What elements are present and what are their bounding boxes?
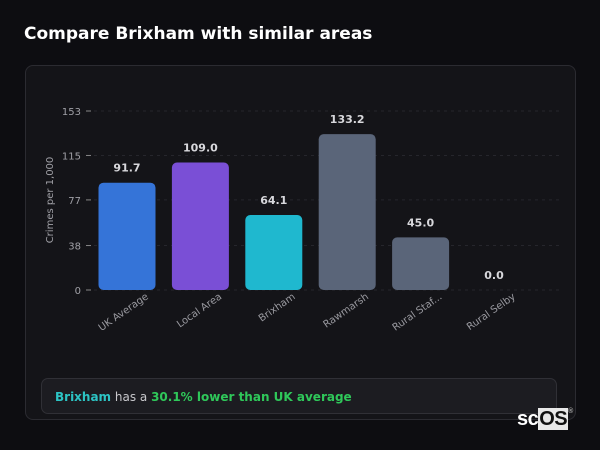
bar-brixham bbox=[245, 215, 303, 290]
y-axis-label: Crimes per 1,000 bbox=[45, 157, 56, 244]
bar-uk-average bbox=[98, 182, 156, 290]
data-label: 109.0 bbox=[183, 141, 218, 154]
y-tick-label: 38 bbox=[68, 242, 81, 253]
data-label: 91.7 bbox=[113, 162, 140, 175]
y-tick-label: 153 bbox=[62, 107, 81, 118]
x-tick-label: Local Area bbox=[175, 291, 224, 330]
x-tick-label: Rawmarsh bbox=[322, 291, 371, 330]
logo-mark: ® bbox=[568, 408, 573, 415]
data-label: 0.0 bbox=[484, 269, 504, 282]
data-label: 64.1 bbox=[260, 194, 287, 207]
x-tick-label: Rural Selby bbox=[465, 291, 518, 333]
x-tick-label: Rural Staf... bbox=[391, 291, 445, 333]
logo-os: OS bbox=[538, 408, 569, 430]
y-tick-label: 0 bbox=[75, 286, 81, 297]
summary-area: Brixham bbox=[55, 390, 112, 404]
summary-box: Brixham has a 30.1% lower than UK averag… bbox=[41, 378, 557, 414]
y-tick-label: 115 bbox=[62, 151, 81, 162]
bar-rawmarsh bbox=[318, 134, 376, 290]
x-tick-label: Brixham bbox=[257, 291, 298, 324]
logo-sc: sc bbox=[517, 408, 539, 430]
data-label: 45.0 bbox=[407, 216, 434, 229]
summary-middle: has a bbox=[111, 390, 152, 404]
summary-comparison: 30.1% lower than UK average bbox=[151, 390, 352, 404]
data-label: 133.2 bbox=[330, 113, 365, 126]
y-tick-label: 77 bbox=[68, 196, 81, 207]
bar-rural-staf- bbox=[392, 237, 450, 290]
scos-logo: scOS® bbox=[517, 408, 573, 431]
page-title: Compare Brixham with similar areas bbox=[24, 24, 373, 44]
x-tick-label: UK Average bbox=[97, 291, 151, 333]
bar-local-area bbox=[171, 162, 229, 290]
